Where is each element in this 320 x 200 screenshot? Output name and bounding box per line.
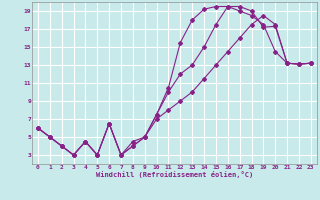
X-axis label: Windchill (Refroidissement éolien,°C): Windchill (Refroidissement éolien,°C) [96, 171, 253, 178]
